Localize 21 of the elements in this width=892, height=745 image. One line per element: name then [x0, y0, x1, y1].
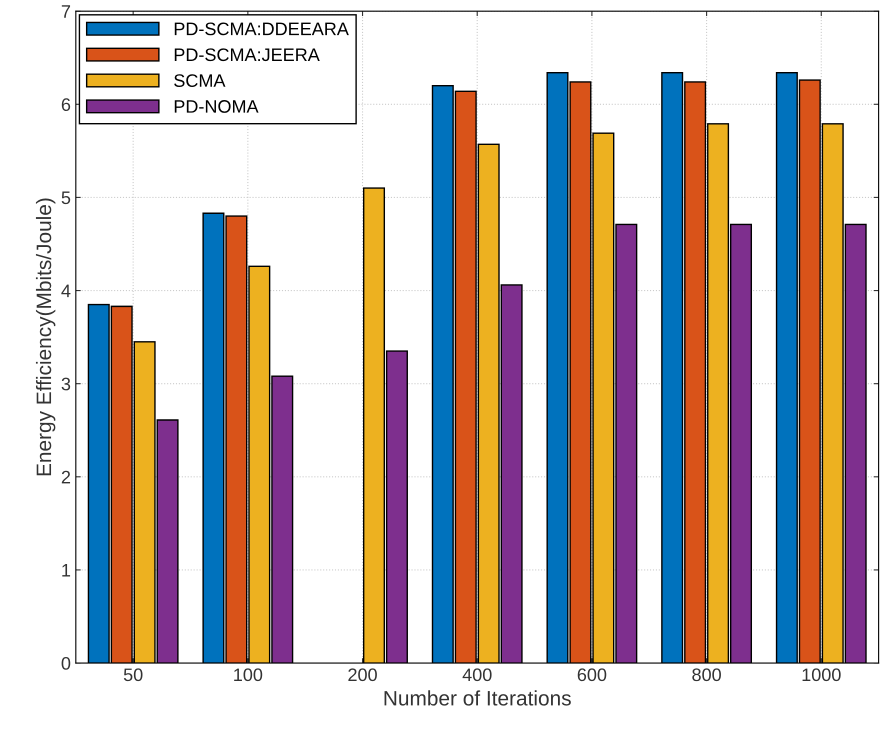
y-tick-label: 2 [62, 470, 70, 484]
legend-label: PD-NOMA [174, 100, 259, 113]
legend-label: SCMA [174, 74, 226, 87]
legend-label: PD-SCMA:JEERA [174, 48, 320, 62]
y-tick-label: 6 [62, 98, 70, 112]
y-tick-label: 5 [62, 192, 70, 204]
y-tick-label: 7 [62, 5, 70, 18]
y-axis-title: Energy Efficiency(Mbits/Joule) [36, 198, 56, 476]
x-tick-label: 800 [692, 668, 721, 682]
y-tick-label: 4 [61, 284, 70, 298]
x-tick-label: 200 [348, 668, 377, 682]
x-tick-label: 600 [578, 668, 606, 682]
x-tick-label: 1000 [802, 668, 841, 682]
x-tick-label: 400 [462, 668, 492, 682]
x-tick-label: 100 [234, 668, 262, 682]
x-axis-title: Number of Iterations [384, 690, 571, 706]
y-tick-label: 3 [62, 378, 70, 390]
y-tick-label: 1 [62, 564, 70, 576]
x-tick-label: 50 [124, 668, 142, 682]
legend-label: PD-SCMA:DDEEARA [174, 22, 349, 36]
y-tick-label: 0 [62, 656, 70, 670]
